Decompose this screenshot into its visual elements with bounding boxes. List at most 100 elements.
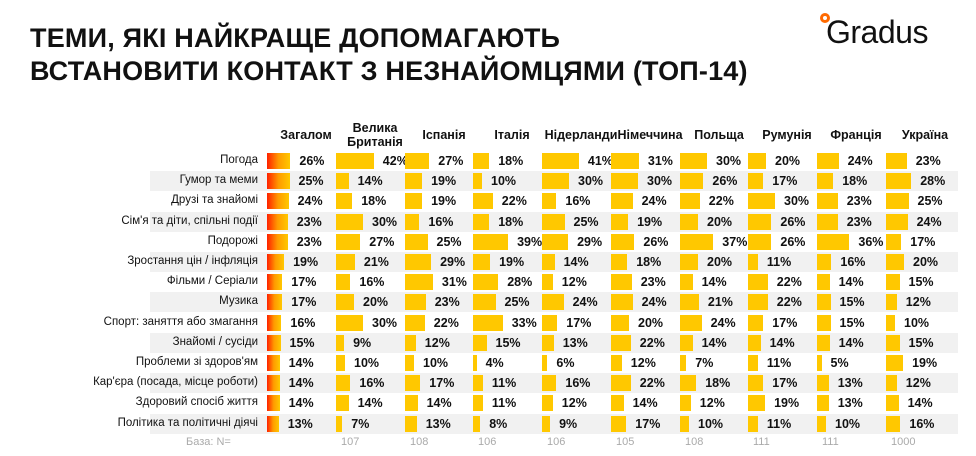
- bar: [611, 274, 632, 291]
- bar: [748, 233, 772, 250]
- bar: [336, 233, 361, 250]
- data-label: 24%: [710, 315, 736, 330]
- data-label: 19%: [293, 255, 319, 269]
- data-label: 42%: [382, 154, 408, 168]
- bar: [680, 173, 704, 190]
- data-label: 30%: [647, 174, 673, 189]
- data-label: 14%: [357, 396, 383, 411]
- bar: [611, 294, 633, 311]
- bar: [817, 395, 829, 412]
- data-label: 26%: [299, 154, 325, 168]
- data-label: 7%: [351, 416, 370, 431]
- bar: [886, 254, 904, 270]
- bar: [680, 334, 693, 351]
- data-label: 30%: [578, 174, 604, 189]
- data-label: 31%: [441, 275, 467, 290]
- column-header: Італія: [494, 128, 530, 142]
- data-label: 14%: [701, 275, 727, 290]
- data-label: 14%: [288, 356, 314, 370]
- bar: [611, 395, 624, 412]
- bar: [886, 233, 902, 250]
- bar: [542, 233, 569, 250]
- bar: [336, 395, 349, 412]
- bar: [886, 274, 900, 291]
- bar: [748, 254, 758, 270]
- column-header: Польща: [694, 128, 744, 142]
- bar: [748, 395, 766, 412]
- title-line-2: ВСТАНОВИТИ КОНТАКТ З НЕЗНАЙОМЦЯМИ (ТОП-1…: [30, 56, 748, 86]
- bar: [473, 193, 493, 210]
- data-label: 36%: [858, 234, 884, 249]
- row-label: Гумор та меми: [179, 174, 258, 187]
- bar: [748, 274, 768, 291]
- bar: [336, 213, 363, 230]
- data-label: 15%: [908, 335, 934, 350]
- bar: [336, 375, 351, 392]
- bar: [542, 254, 555, 270]
- bar: [336, 274, 351, 291]
- data-label: 14%: [769, 335, 795, 350]
- data-label: 4%: [485, 356, 504, 370]
- bar: [817, 294, 831, 311]
- data-label: 22%: [776, 295, 802, 310]
- bar: [680, 375, 697, 392]
- bar: [473, 173, 482, 190]
- bar: [405, 213, 420, 230]
- row-label: Друзі та знайомі: [171, 194, 258, 207]
- data-label: 23%: [846, 194, 872, 209]
- data-label: 7%: [695, 356, 714, 370]
- data-label: 12%: [905, 376, 931, 391]
- data-label: 5%: [830, 356, 849, 370]
- bar: [817, 193, 838, 210]
- column-header: Велика Британія: [347, 121, 403, 149]
- data-label: 24%: [641, 295, 667, 310]
- bar: [542, 153, 579, 169]
- base-value: 107: [341, 436, 360, 448]
- bar: [680, 213, 698, 230]
- data-label: 16%: [565, 376, 591, 391]
- data-label: 17%: [291, 295, 317, 310]
- data-label: 20%: [363, 295, 389, 310]
- data-label: 18%: [498, 154, 524, 168]
- bar: [611, 375, 631, 392]
- data-label: 14%: [838, 275, 864, 290]
- data-label: 12%: [905, 295, 931, 310]
- column-header: Румунія: [762, 128, 812, 142]
- row-label: Подорожі: [207, 234, 258, 247]
- bar: [405, 173, 423, 190]
- bar: [405, 193, 423, 210]
- bar: [748, 153, 766, 169]
- table-row: Гумор та меми 25% 14% 19% 10% 30% 30% 26% 17% 18%…: [150, 171, 958, 192]
- data-label: 22%: [639, 335, 665, 350]
- bar: [267, 193, 289, 210]
- data-label: 8%: [489, 416, 508, 431]
- data-label: 17%: [772, 315, 798, 330]
- bar: [336, 355, 345, 371]
- bar: [680, 395, 691, 412]
- bar: [267, 395, 280, 412]
- data-label: 20%: [638, 315, 664, 330]
- bar: [748, 375, 764, 392]
- table-row: Здоровий спосіб життя 14% 14% 14% 11% 12% 14% 1…: [136, 393, 958, 413]
- bar: [611, 213, 629, 230]
- bar: [542, 314, 558, 331]
- bar: [336, 153, 374, 169]
- row-label: Погода: [220, 154, 258, 166]
- data-label: 30%: [372, 214, 398, 229]
- data-label: 13%: [425, 416, 451, 431]
- bar: [748, 415, 758, 432]
- bar: [542, 395, 553, 412]
- bar: [336, 254, 355, 270]
- column-header: Німеччина: [617, 128, 683, 142]
- data-label: 6%: [556, 356, 575, 370]
- bar: [611, 314, 629, 331]
- bar: [748, 193, 775, 210]
- bar: [542, 173, 569, 190]
- bar: [817, 213, 838, 230]
- bar: [886, 294, 897, 311]
- row-label: Музика: [219, 295, 258, 308]
- bar: [405, 233, 428, 250]
- bar: [611, 334, 631, 351]
- bar: [473, 355, 477, 371]
- data-label: 15%: [908, 275, 934, 290]
